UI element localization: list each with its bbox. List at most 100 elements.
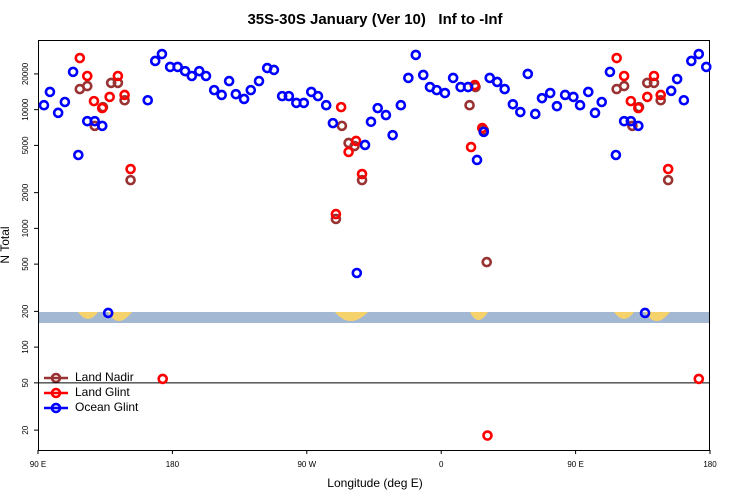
data-point (59, 96, 71, 108)
legend-label: Land Glint (75, 385, 130, 399)
data-point (351, 267, 363, 279)
data-point (559, 89, 571, 101)
y-tick-label: 100 (21, 340, 30, 354)
data-point (320, 99, 332, 111)
data-point (283, 90, 295, 102)
data-point (96, 120, 108, 132)
data-point (491, 76, 503, 88)
data-point (568, 91, 579, 103)
legend-marker (50, 387, 62, 399)
data-point (462, 81, 474, 93)
data-point (245, 84, 257, 96)
data-point (582, 86, 594, 98)
data-point (574, 99, 586, 111)
legend-label: Ocean Glint (75, 400, 139, 414)
data-point (481, 256, 493, 268)
data-point (330, 213, 342, 225)
data-point (403, 72, 414, 84)
data-point (522, 68, 534, 80)
data-point (200, 70, 212, 82)
data-point (678, 94, 690, 106)
data-point (439, 87, 451, 99)
data-point (693, 48, 705, 60)
x-tick-label: 180 (703, 460, 717, 469)
data-point (633, 120, 644, 132)
data-point (625, 95, 637, 107)
data-point (89, 115, 101, 127)
data-point (172, 61, 183, 73)
data-point (604, 66, 616, 78)
data-point (655, 89, 667, 101)
data-point (380, 109, 392, 121)
data-point (686, 55, 697, 67)
data-point (372, 102, 384, 114)
data-point (693, 373, 705, 385)
y-tick-label: 2000 (21, 183, 30, 201)
y-tick-label: 1000 (21, 219, 30, 237)
data-point (589, 107, 601, 119)
data-point (471, 154, 483, 166)
data-point (52, 107, 64, 119)
x-tick-label: 90 E (567, 460, 583, 469)
data-point (618, 70, 630, 82)
data-point (330, 208, 342, 220)
data-point (639, 307, 651, 319)
data-point (544, 87, 556, 99)
data-point (464, 99, 475, 111)
data-point (112, 70, 124, 82)
data-point (327, 117, 339, 129)
legend-marker (50, 402, 62, 414)
data-point (551, 100, 563, 112)
data-point (431, 84, 443, 96)
chart-title: 35S-30S January (Ver 10) Inf to -Inf (247, 11, 503, 28)
x-tick-label: 180 (166, 460, 180, 469)
plot-frame (38, 40, 710, 451)
data-point (125, 163, 136, 175)
data-point (81, 70, 93, 82)
x-axis-label: Longitude (deg E) (327, 476, 422, 490)
data-point (349, 140, 360, 152)
data-point (104, 91, 115, 103)
data-point (119, 89, 130, 101)
data-point (655, 94, 667, 106)
data-point (648, 70, 660, 82)
data-point (343, 146, 354, 158)
y-tick-label: 200 (21, 304, 30, 318)
y-axis-label: N Total (0, 226, 12, 263)
data-point (596, 96, 608, 108)
data-point (216, 89, 227, 101)
data-point (410, 49, 422, 61)
data-point (627, 120, 638, 132)
data-point (73, 149, 84, 161)
map-strip (39, 312, 710, 323)
data-point (157, 373, 168, 385)
data-point (335, 101, 347, 113)
data-point (641, 91, 653, 103)
data-point (102, 307, 114, 319)
legend-marker (50, 372, 62, 384)
data-point (119, 94, 130, 106)
data-point (507, 98, 519, 110)
data-point (350, 135, 362, 147)
data-point (395, 99, 407, 111)
data-point (671, 73, 683, 85)
data-point (81, 80, 93, 92)
data-point (336, 120, 348, 132)
data-point (478, 126, 490, 138)
data-point (38, 99, 50, 111)
data-point (253, 75, 265, 87)
data-point (44, 86, 56, 98)
data-point (417, 69, 429, 81)
data-point (179, 65, 191, 77)
data-point (387, 129, 398, 141)
data-point (356, 174, 368, 186)
data-point (268, 64, 280, 76)
data-point (611, 52, 622, 64)
data-point (208, 84, 220, 96)
y-tick-label: 10000 (21, 98, 30, 121)
data-point (359, 139, 371, 151)
data-point (515, 106, 526, 118)
data-point (536, 92, 548, 104)
data-point (700, 61, 712, 73)
